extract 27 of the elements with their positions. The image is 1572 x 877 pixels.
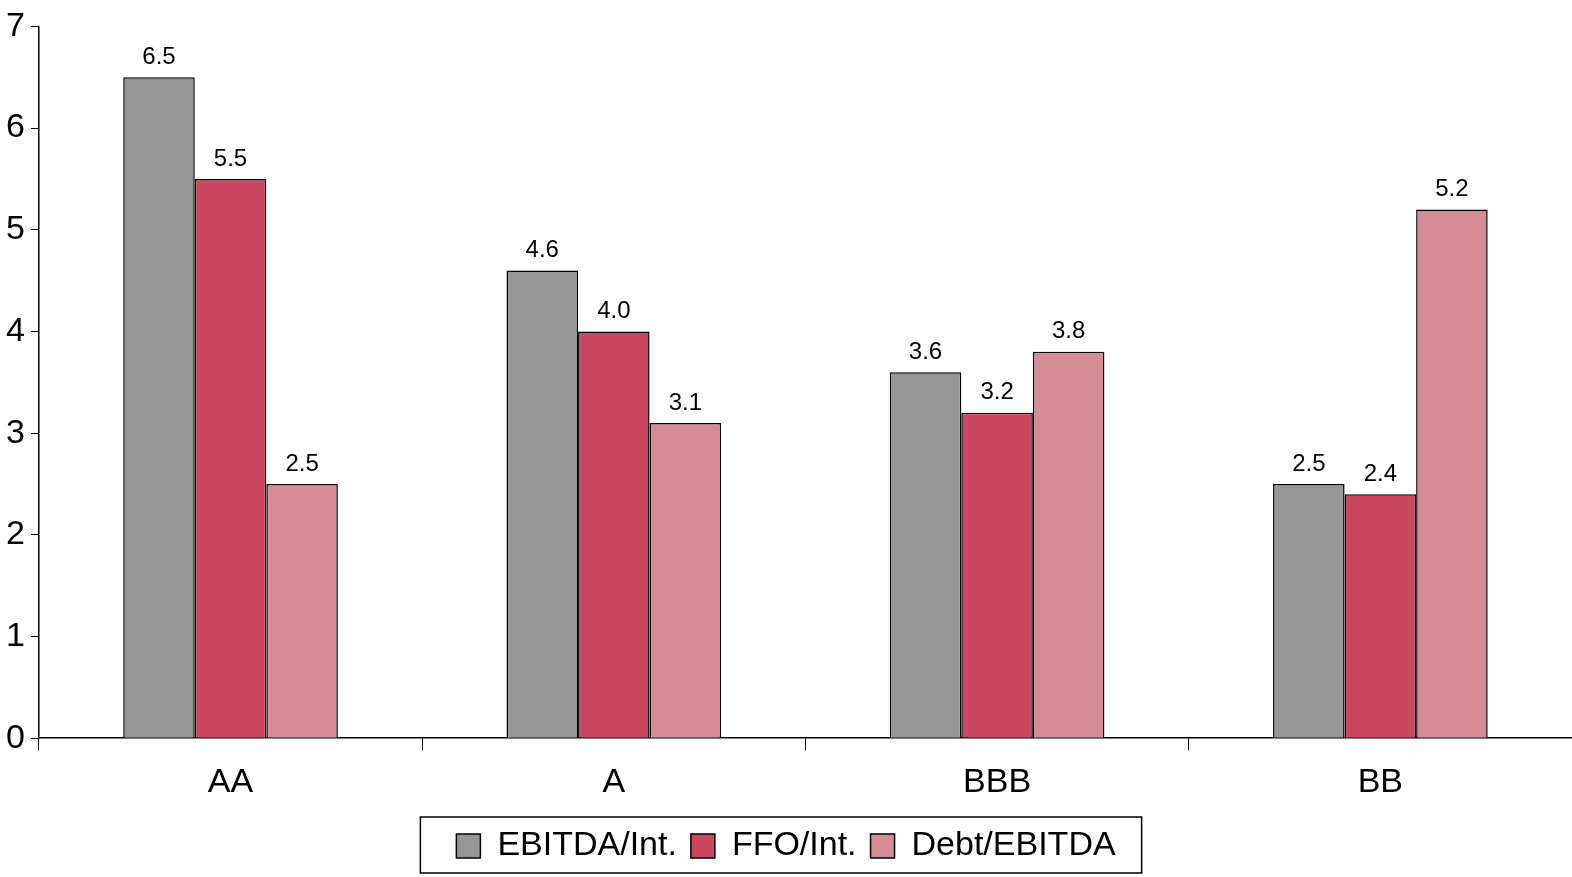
data-label: 3.1 <box>668 387 703 415</box>
x-tick-label: AA <box>207 760 254 799</box>
data-label: 2.5 <box>285 448 319 476</box>
y-tick-label: 6 <box>5 106 25 145</box>
x-tick-label: BB <box>1357 760 1404 799</box>
data-label: 3.8 <box>1051 316 1086 344</box>
legend-label: Debt/EBITDA <box>911 824 1116 863</box>
data-label: 6.5 <box>142 41 176 69</box>
y-tick-label: 7 <box>5 4 25 43</box>
y-tick-label: 3 <box>5 411 25 450</box>
y-tick-label: 4 <box>5 309 25 348</box>
data-label: 5.2 <box>1435 174 1469 202</box>
data-label: 4.0 <box>597 296 631 324</box>
y-tick-label: 0 <box>5 716 25 755</box>
data-label: 2.4 <box>1363 458 1398 486</box>
y-tick-label: 5 <box>5 208 25 247</box>
data-label: 4.6 <box>525 235 559 263</box>
data-label: 5.5 <box>213 143 248 171</box>
legend-label: FFO/Int. <box>731 824 857 863</box>
x-tick-label: BBB <box>963 760 1032 799</box>
legend-label: EBITDA/Int. <box>497 824 677 863</box>
data-label: 3.6 <box>908 336 943 364</box>
data-label: 3.2 <box>980 377 1014 405</box>
y-tick-label: 2 <box>5 513 25 552</box>
data-label: 2.5 <box>1292 448 1326 476</box>
y-tick-label: 1 <box>5 614 25 653</box>
x-tick-label: A <box>602 760 626 799</box>
